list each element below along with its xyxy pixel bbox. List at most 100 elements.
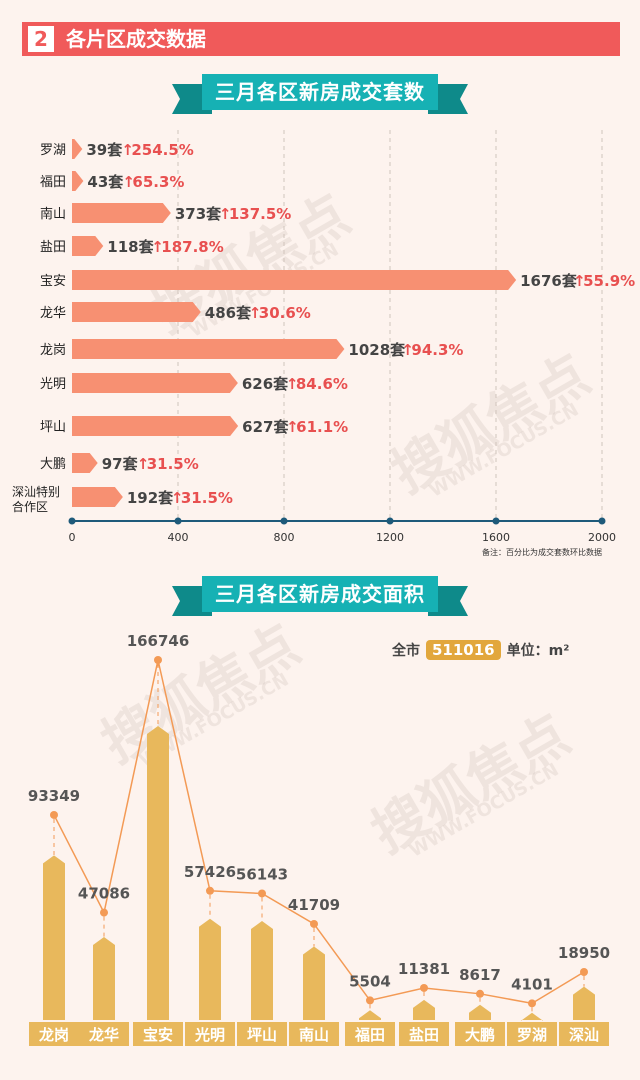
x-tick-label: 0 (69, 531, 76, 544)
category-label: 大鹏 (40, 457, 66, 472)
value-label: 192套 (127, 489, 174, 507)
bar (72, 139, 83, 159)
category-label: 龙华 (88, 1026, 119, 1044)
category-box (399, 1022, 449, 1046)
bar (72, 487, 123, 507)
data-point (100, 908, 108, 917)
axis-tick-dot (174, 517, 182, 525)
change-arrow: ↑ (171, 489, 184, 507)
change-label: 65.3% (132, 173, 184, 191)
chart1-title: 三月各区新房成交套数 (202, 74, 438, 110)
column (147, 726, 169, 1020)
chart-note: 备注：百分比为成交套数环比数据 (482, 547, 602, 557)
change-arrow: ↑ (219, 205, 232, 223)
category-box (345, 1022, 395, 1046)
change-label: 61.1% (296, 418, 348, 436)
change-arrow: ↑ (151, 238, 164, 256)
category-box (237, 1022, 287, 1046)
category-label: 光明 (40, 377, 66, 392)
change-label: 30.6% (259, 304, 311, 322)
value-label: 39套 (86, 141, 123, 159)
change-label: 31.5% (147, 455, 199, 473)
value-label: 626套 (242, 375, 289, 393)
bar (72, 171, 84, 191)
category-label: 坪山 (40, 420, 66, 435)
category-label: 罗湖 (40, 143, 66, 158)
axis-tick-dot (492, 517, 500, 525)
axis-tick-dot (598, 517, 606, 525)
chart2-title-ribbon: 三月各区新房成交面积 (172, 576, 468, 626)
category-label: 福田 (40, 175, 66, 190)
category-box (289, 1022, 339, 1046)
data-point (580, 967, 588, 976)
category-label: 大鹏 (465, 1026, 495, 1044)
x-tick-label: 400 (168, 531, 189, 544)
section-header: 2 各片区成交数据 (22, 22, 620, 56)
change-arrow: ↑ (122, 173, 135, 191)
data-point (50, 810, 58, 819)
category-label: 龙岗 (38, 1026, 69, 1044)
change-label: 94.3% (411, 341, 463, 359)
data-point (420, 983, 428, 992)
total-label: 全市 (392, 643, 420, 659)
data-label: 4101 (511, 975, 553, 993)
category-label: 福田 (354, 1026, 385, 1044)
category-label: 坪山 (247, 1026, 277, 1044)
category-label: 盐田 (409, 1026, 439, 1044)
bar (72, 416, 239, 436)
change-label: 137.5% (229, 205, 291, 223)
category-box (185, 1022, 235, 1046)
data-label: 18950 (558, 944, 610, 962)
unit-label: 单位：m² (506, 643, 570, 659)
x-tick-label: 800 (274, 531, 295, 544)
section-number: 2 (28, 26, 54, 52)
category-label: 罗湖 (517, 1026, 547, 1044)
axis-tick-dot (386, 517, 394, 525)
axis-tick-dot (280, 517, 288, 525)
bar (72, 453, 98, 473)
x-tick-label: 2000 (588, 531, 616, 544)
change-arrow: ↑ (286, 418, 299, 436)
change-arrow: ↑ (401, 341, 414, 359)
data-label: 5504 (349, 972, 391, 990)
value-label: 1676套 (520, 272, 578, 290)
x-tick-label: 1600 (482, 531, 510, 544)
data-point (154, 656, 162, 664)
category-label: 盐田 (40, 240, 66, 255)
value-label: 486套 (205, 304, 252, 322)
change-arrow: ↑ (249, 304, 262, 322)
data-point (366, 996, 374, 1005)
category-label: 光明 (194, 1026, 225, 1044)
total-value: 511016 (426, 640, 501, 660)
column (199, 918, 221, 1020)
change-label: 55.9% (583, 272, 635, 290)
data-point (258, 889, 266, 898)
data-label: 8617 (459, 966, 501, 984)
category-label: 深汕特别 (12, 484, 60, 499)
data-point (206, 886, 214, 895)
column (43, 855, 65, 1020)
change-label: 254.5% (131, 141, 193, 159)
category-box (133, 1022, 183, 1046)
category-label: 宝安 (40, 274, 66, 289)
value-label: 1028套 (348, 341, 406, 359)
value-label: 373套 (175, 205, 222, 223)
category-label: 龙岗 (40, 343, 66, 358)
category-label: 深汕 (569, 1026, 599, 1044)
data-label: 57426 (184, 863, 236, 881)
data-label: 41709 (288, 896, 340, 914)
category-box (559, 1022, 609, 1046)
data-point (528, 999, 536, 1008)
data-point (476, 989, 484, 998)
value-label: 627套 (242, 418, 289, 436)
column (359, 1010, 381, 1020)
category-box (507, 1022, 557, 1046)
change-label: 84.6% (296, 375, 348, 393)
category-box (29, 1022, 79, 1046)
axis-tick-dot (68, 517, 76, 525)
category-label: 宝安 (143, 1026, 173, 1044)
change-label: 31.5% (181, 489, 233, 507)
change-arrow: ↑ (121, 141, 134, 159)
data-label: 47086 (78, 885, 130, 903)
